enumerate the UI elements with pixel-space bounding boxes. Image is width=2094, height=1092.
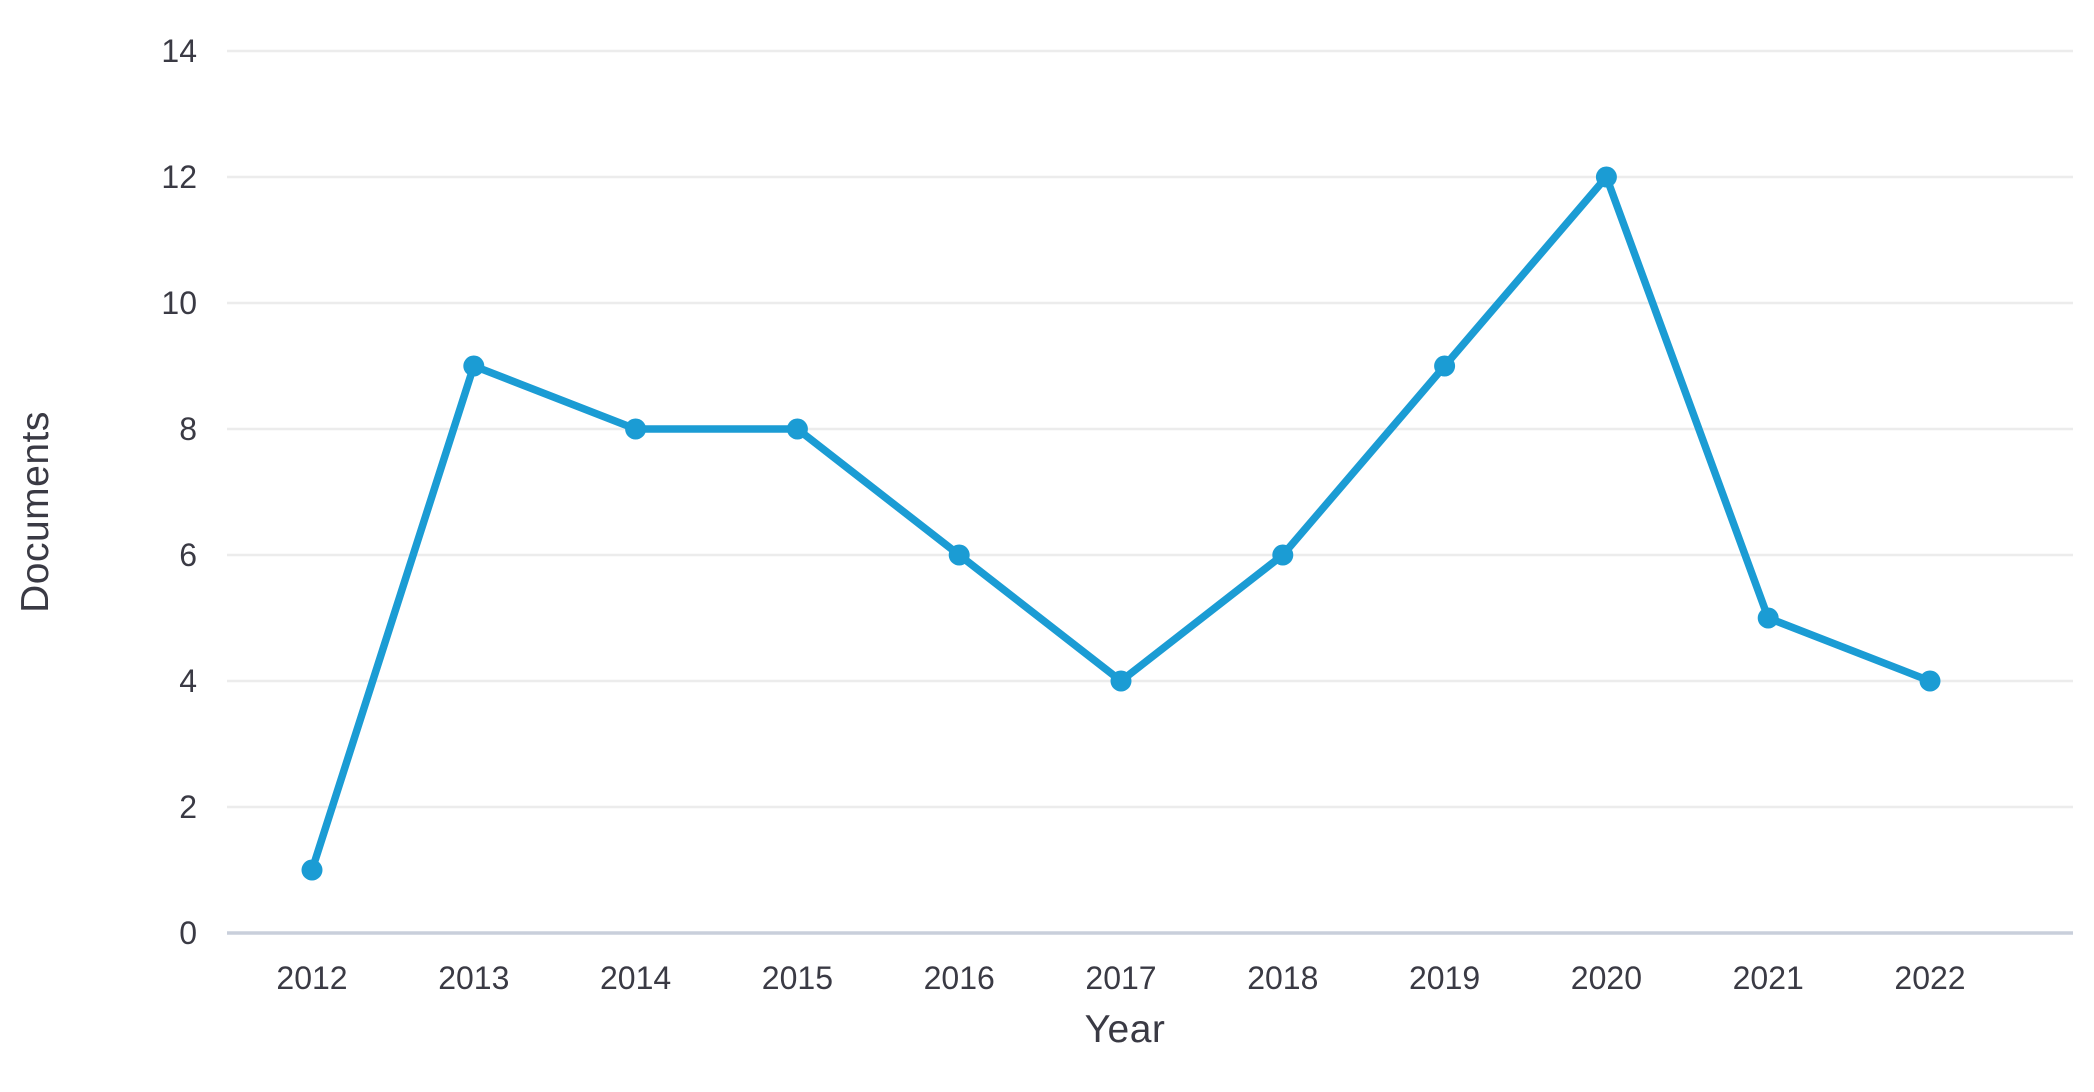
y-tick-label: 2 [179,789,197,825]
y-tick-label: 0 [179,915,197,951]
y-tick-label: 6 [179,537,197,573]
series-documents [301,166,1941,881]
data-point-marker[interactable] [1919,670,1941,692]
data-point-marker[interactable] [463,355,485,377]
data-point-marker[interactable] [1757,607,1779,629]
x-tick-label: 2022 [1894,960,1965,996]
x-tick-label: 2018 [1247,960,1318,996]
data-point-marker[interactable] [1434,355,1456,377]
series-line [308,173,1934,874]
x-tick-label: 2012 [276,960,347,996]
y-tick-label: 10 [161,285,197,321]
x-tick-label: 2017 [1085,960,1156,996]
gridlines [227,49,2073,935]
data-point-marker[interactable] [1595,166,1617,188]
x-tick-label: 2013 [438,960,509,996]
data-point-marker[interactable] [625,418,647,440]
y-tick-label: 4 [179,663,197,699]
data-point-marker[interactable] [301,859,323,881]
x-tick-labels: 2012 2013 2014 2015 2016 2017 2018 2019 2020 2021… [276,960,1965,996]
data-point-marker[interactable] [1272,544,1294,566]
x-tick-label: 2020 [1571,960,1642,996]
y-tick-label: 14 [161,33,197,69]
x-tick-label: 2014 [600,960,671,996]
data-point-marker[interactable] [786,418,808,440]
x-axis-title: Year [1084,1008,1166,1051]
y-tick-label: 8 [179,411,197,447]
x-tick-label: 2015 [762,960,833,996]
data-point-marker[interactable] [948,544,970,566]
x-tick-label: 2021 [1733,960,1804,996]
y-axis-title: Documents [14,411,57,613]
x-tick-label: 2019 [1409,960,1480,996]
data-point-marker[interactable] [1110,670,1132,692]
x-tick-label: 2016 [924,960,995,996]
y-tick-label: 12 [161,159,197,195]
y-tick-labels: 0 2 4 6 8 10 12 14 [161,33,197,951]
